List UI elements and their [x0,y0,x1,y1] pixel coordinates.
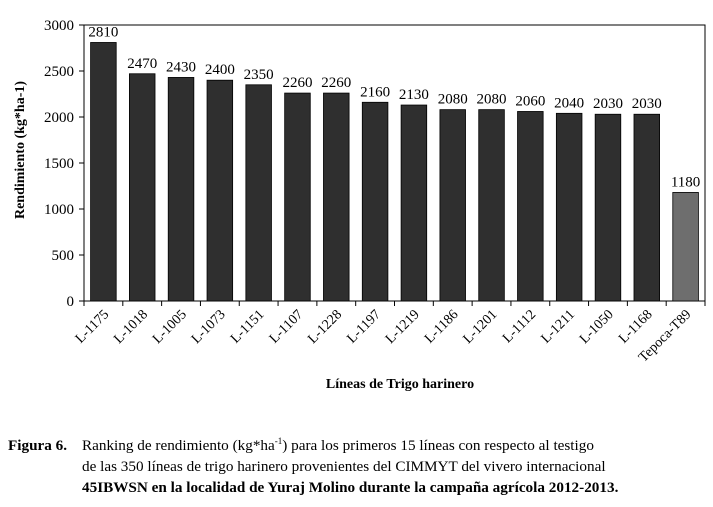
x-tick-label: L-1018 [111,307,151,347]
bar-l-1168 [633,113,660,302]
data-label: 2130 [399,87,429,103]
y-tick-label: 2000 [44,110,74,126]
data-label: 1180 [671,174,700,190]
bar-l-1073 [206,79,234,302]
y-tick-label: 1500 [44,156,74,172]
x-tick-label: L-1005 [150,307,190,347]
bar-tepoca-t89 [672,192,699,302]
bar-l-1175 [90,42,117,302]
bar-l-1211 [555,112,583,302]
data-label: 2080 [438,92,468,108]
bar-l-1197 [361,101,389,302]
x-tick-label: L-1219 [383,307,423,347]
caption-superscript: -1 [274,435,283,446]
y-axis: 0 500 1000 1500 2000 2500 3000 [44,18,84,310]
data-label: 2060 [515,93,545,109]
bar-chart: 0 500 1000 1500 2000 2500 3000 2810 2470 2430 240… [13,18,706,392]
y-axis-title: Rendimiento (kg*ha-1) [13,81,28,219]
caption-line-1-suffix: ) para los primeros 15 líneas con respec… [282,437,594,454]
bar-l-1112 [517,111,544,302]
data-label: 2430 [166,59,196,75]
data-label: 2030 [593,96,623,112]
bar-l-1050 [594,113,622,302]
x-tick-label: L-1151 [228,307,267,346]
bar-l-1018 [129,73,156,302]
y-tick-label: 3000 [44,18,74,34]
caption-label: Figura 6. [8,437,68,454]
caption-line-1: Ranking de rendimiento (kg*ha-1) para lo… [82,436,594,456]
x-tick-label: L-1107 [267,307,306,346]
y-tick-label: 500 [52,248,75,264]
x-tick-label: L-1211 [539,307,578,346]
bar-l-1219 [400,104,428,302]
bar-l-1005 [167,77,195,302]
caption-line-1-prefix: Ranking de rendimiento (kg*ha [82,437,275,454]
y-tick-label: 0 [67,294,75,310]
data-label: 2160 [360,84,390,100]
x-tick-label: L-1201 [461,307,501,347]
caption-line-2: de las 350 líneas de trigo harinero prov… [82,458,606,475]
data-label: 2260 [321,75,351,91]
data-label: 2400 [205,62,235,78]
caption-line-3: 45IBWSN en la localidad de Yuraj Molino … [82,479,619,496]
data-label: 2260 [282,75,312,91]
x-tick-label: L-1228 [305,307,345,347]
x-axis: L-1175 L-1018 L-1005 L-1073 L-1151 L-1107 L-12… [73,301,706,366]
bar-l-1228 [323,92,350,302]
bars-group [90,42,699,302]
data-label: 2080 [477,92,507,108]
bar-l-1151 [245,84,272,302]
data-label: 2040 [554,95,584,111]
x-tick-label: L-1073 [189,307,229,347]
x-tick-label: L-1112 [500,307,539,346]
data-labels-group: 2810 2470 2430 2400 2350 2260 2260 2160 2130 2080… [88,24,700,190]
data-label: 2810 [88,24,118,40]
x-tick-label: L-1197 [345,307,384,346]
x-tick-label: L-1186 [422,307,461,346]
bar-l-1201 [478,109,505,302]
x-axis-title: Líneas de Trigo harinero [326,377,474,392]
data-label: 2470 [127,56,157,72]
y-tick-label: 2500 [44,64,74,80]
x-tick-label: L-1050 [577,307,617,347]
data-label: 2030 [632,96,662,112]
y-tick-label: 1000 [44,202,74,218]
bar-l-1186 [439,109,466,302]
bar-l-1107 [284,92,311,302]
x-tick-label: L-1175 [73,307,112,346]
data-label: 2350 [244,67,274,83]
